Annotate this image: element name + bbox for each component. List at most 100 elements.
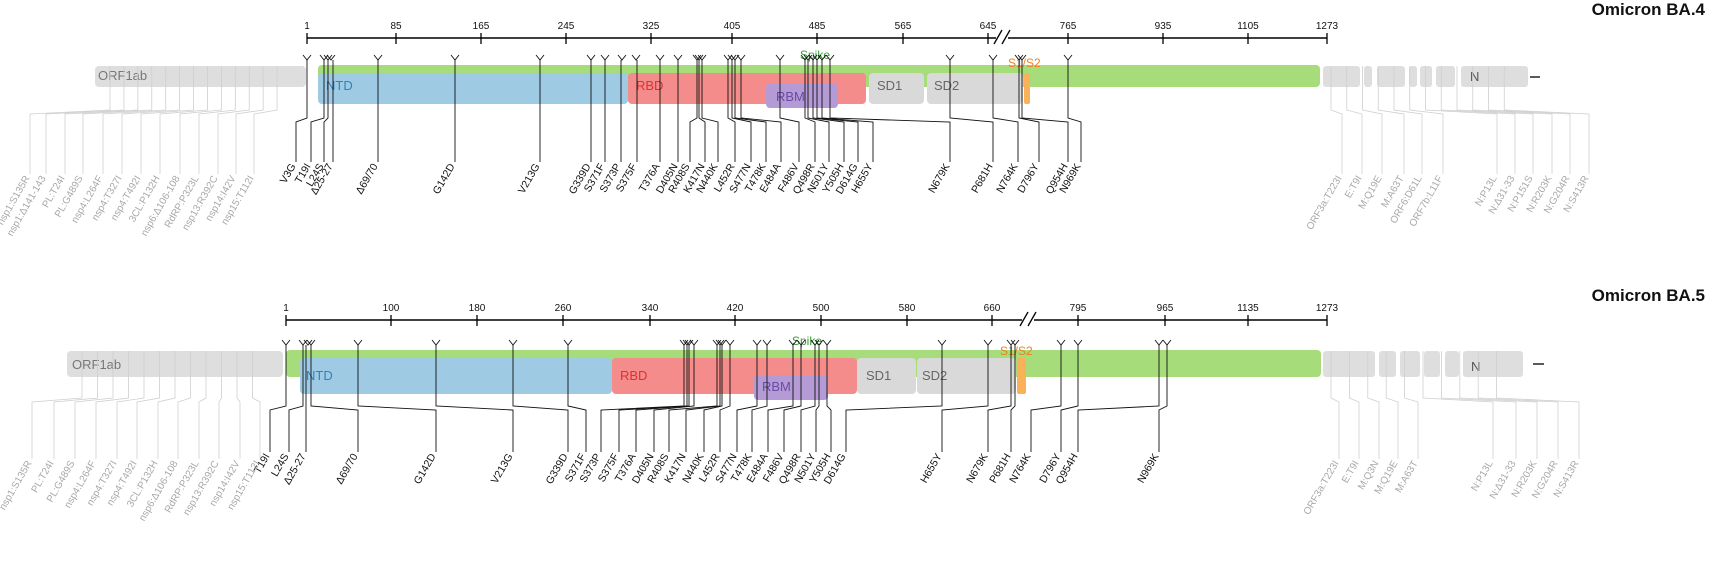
mutation-marker — [723, 54, 733, 61]
other-mutation-line — [45, 66, 125, 174]
mutation-label-g142d: G142D — [431, 161, 458, 196]
ruler-tick-label: 485 — [809, 21, 826, 32]
mutation-label-p681h: P681H — [969, 162, 995, 196]
ruler-tick-label: 645 — [980, 21, 997, 32]
mutation-leader-line — [512, 345, 569, 452]
other-mutation-line — [64, 66, 139, 174]
ruler-tick-label: 500 — [813, 303, 830, 314]
rbm-label: RBM — [776, 89, 805, 104]
mutation-leader-line — [821, 60, 874, 162]
mutation-marker — [631, 54, 641, 61]
mutation-leader-line — [845, 345, 943, 452]
rbd-label: RBD — [636, 78, 663, 93]
mutation-marker — [814, 339, 824, 346]
ruler-tick-label: 765 — [1060, 21, 1077, 32]
rbm-label: RBM — [762, 379, 791, 394]
mutation-marker — [563, 339, 573, 346]
mutation-leader-line — [815, 345, 820, 452]
ntd-region — [318, 73, 628, 104]
mutation-marker — [682, 339, 692, 346]
mutation-leader-line — [295, 60, 308, 162]
downstream-gene-block — [1445, 351, 1459, 377]
ruler-tick-label: 1105 — [1237, 21, 1259, 32]
other-mutation-line — [1367, 351, 1380, 459]
mutation-leader-line — [310, 345, 359, 452]
mutation-leader-line — [829, 60, 951, 162]
mutation-marker — [796, 339, 806, 346]
other-mutation-line — [1425, 66, 1498, 174]
other-mutation-line — [1349, 351, 1360, 459]
ruler-tick-label: 580 — [899, 303, 916, 314]
mutation-leader-line — [783, 345, 802, 452]
mutation-marker — [697, 54, 707, 61]
mutation-label-v213g: V213G — [489, 452, 516, 486]
mutation-marker — [508, 339, 518, 346]
s1s2-label: S1/S2 — [1000, 344, 1033, 358]
mutation-marker — [450, 54, 460, 61]
other-mutation-line — [179, 66, 222, 174]
other-mutation-line — [121, 66, 181, 174]
other-mutation-line — [1404, 351, 1419, 459]
other-mutation-line — [31, 351, 83, 459]
other-mutation-line — [217, 66, 250, 174]
mutation-leader-line — [703, 345, 723, 452]
mutation-marker — [1073, 339, 1083, 346]
other-mutation-line — [29, 66, 111, 174]
downstream-gene-block — [1364, 66, 1372, 87]
mutation-leader-line — [1158, 345, 1168, 452]
mutation-leader-line — [689, 60, 698, 162]
ruler-tick-label: 1135 — [1237, 303, 1259, 314]
mutation-marker — [302, 54, 312, 61]
mutation-marker — [1162, 339, 1172, 346]
other-mutation-line — [1488, 66, 1571, 174]
other-mutation-line — [253, 66, 278, 174]
ruler-tick-label: 165 — [473, 21, 490, 32]
mutation-marker — [306, 339, 316, 346]
other-mutation-line — [218, 351, 222, 459]
mutation-marker — [600, 54, 610, 61]
mutation-leader-line — [698, 60, 706, 162]
other-mutation-line — [1393, 66, 1423, 174]
mutation-marker — [303, 339, 313, 346]
other-mutation-line — [116, 351, 145, 459]
mutation-leader-line — [826, 345, 832, 452]
downstream-gene-block — [1420, 66, 1432, 87]
other-mutation-line — [136, 351, 160, 459]
other-mutation-line — [82, 66, 153, 174]
sd2-label: SD2 — [922, 368, 947, 383]
mutation-marker — [535, 54, 545, 61]
mutation-marker — [655, 54, 665, 61]
mutation-leader-line — [1018, 60, 1040, 162]
mutation-leader-line — [668, 345, 718, 452]
downstream-gene-block — [1379, 351, 1396, 377]
ruler-tick-label: 565 — [895, 21, 912, 32]
sd2-region — [927, 73, 1023, 104]
mutation-marker — [1006, 339, 1016, 346]
ruler-tick-label: 795 — [1070, 303, 1087, 314]
mutation-leader-line — [740, 60, 782, 162]
ruler-tick-label: 260 — [555, 303, 572, 314]
mutation-leader-line — [727, 60, 736, 162]
rbm-region — [766, 84, 838, 108]
ruler-tick-label: 340 — [642, 303, 659, 314]
other-mutation-line — [1409, 66, 1444, 174]
mutation-label-n679k: N679K — [926, 162, 952, 196]
mutation-marker — [736, 54, 746, 61]
other-mutation-line — [1477, 351, 1559, 459]
mutation-marker — [800, 54, 810, 61]
mutation-label-v213g: V213G — [516, 162, 543, 196]
mutation-leader-line — [804, 60, 816, 162]
other-mutation-line — [1422, 351, 1494, 459]
mutation-marker — [323, 54, 333, 61]
panel-title: Omicron BA.5 — [1592, 286, 1705, 305]
mutation-marker — [727, 54, 737, 61]
other-mutation-line — [1346, 66, 1363, 174]
mutation-label-n679k: N679K — [964, 452, 990, 486]
mutation-leader-line — [800, 345, 816, 452]
other-mutation-line — [1377, 66, 1405, 174]
s1s2-label: S1/S2 — [1008, 56, 1041, 70]
n-gene-label: N — [1471, 359, 1480, 374]
mutation-marker — [673, 54, 683, 61]
mutation-marker — [775, 54, 785, 61]
